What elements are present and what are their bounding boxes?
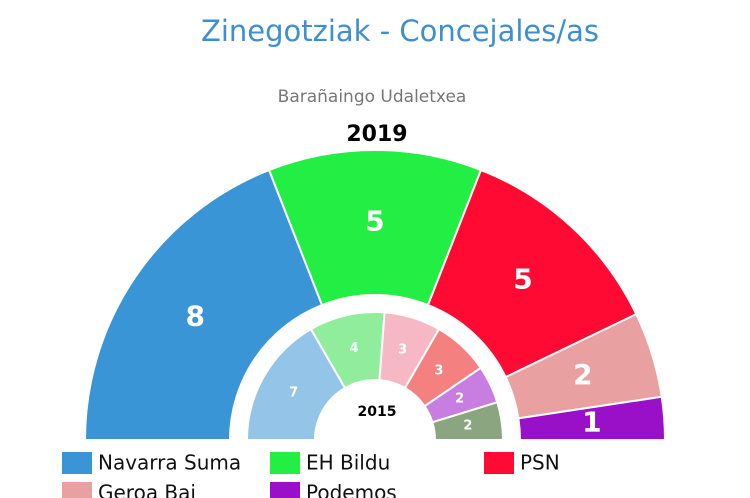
value-label: 2 [573, 358, 592, 391]
series-label: 2019 [346, 122, 407, 147]
legend-label: Geroa Bai [98, 481, 196, 498]
value-label: 2 [463, 418, 472, 433]
seat-segment [83, 168, 324, 441]
legend-label: PSN [520, 451, 560, 475]
chart-subtitle: Barañaingo Udaletxea [278, 87, 467, 107]
legend-swatch [270, 482, 300, 498]
seat-segment [517, 395, 667, 441]
value-label: 3 [398, 343, 407, 358]
legend-swatch [62, 482, 92, 498]
seat-segment [431, 401, 505, 441]
value-label: 2 [455, 392, 464, 407]
value-label: 7 [289, 386, 298, 401]
series-label: 2015 [358, 404, 397, 420]
value-label: 4 [350, 341, 359, 356]
seat-segment [245, 327, 347, 441]
legend-swatch [270, 452, 300, 474]
value-label: 8 [186, 299, 205, 332]
value-label: 5 [365, 205, 384, 238]
seat-segment [267, 149, 483, 307]
legend-label: Podemos [306, 481, 397, 498]
legend-swatch [62, 452, 92, 474]
legend-swatch [484, 452, 514, 474]
value-label: 1 [582, 406, 601, 439]
legend-label: EH Bildu [306, 451, 390, 475]
chart-title: Zinegotziak - Concejales/as [201, 14, 599, 48]
legend-label: Navarra Suma [98, 451, 241, 475]
value-label: 5 [513, 263, 532, 296]
value-label: 3 [434, 364, 443, 379]
seat-segment [426, 168, 638, 379]
